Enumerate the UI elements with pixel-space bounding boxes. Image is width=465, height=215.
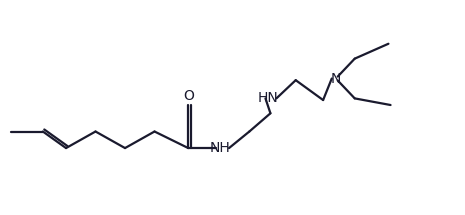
Text: HN: HN	[258, 91, 279, 105]
Text: O: O	[183, 89, 194, 103]
Text: N: N	[331, 72, 341, 86]
Text: NH: NH	[210, 141, 231, 155]
